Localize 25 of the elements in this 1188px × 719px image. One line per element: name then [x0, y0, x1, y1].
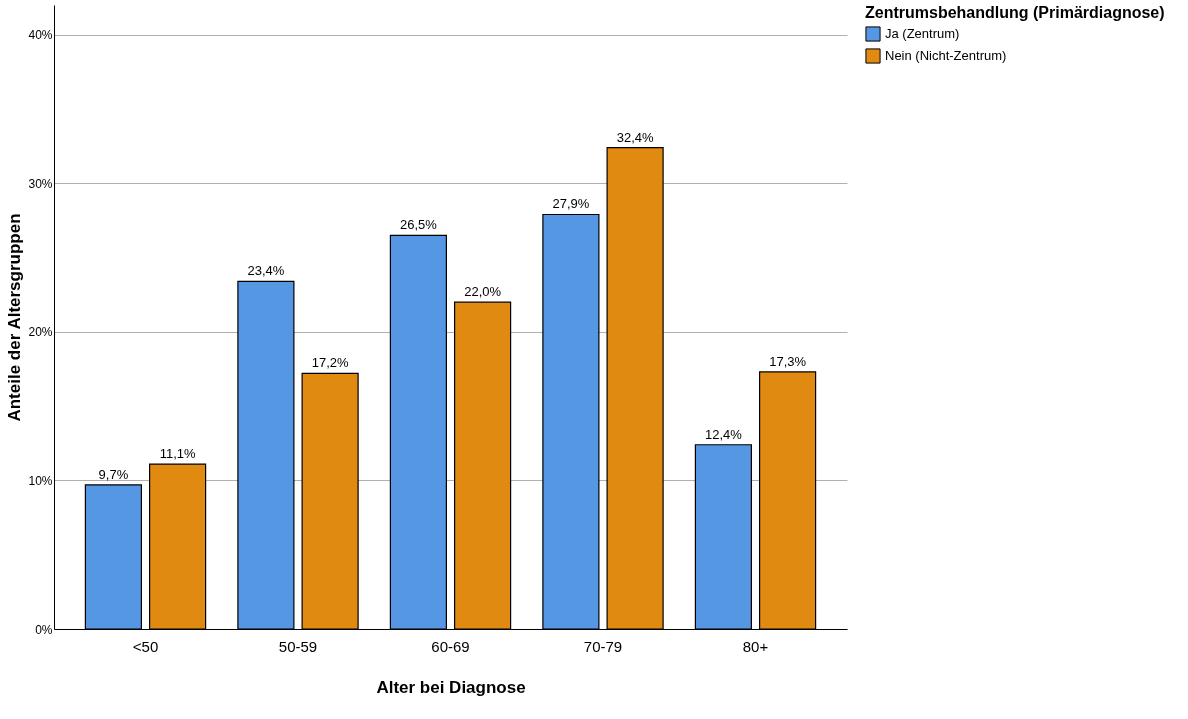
data-label: 27,9% [552, 196, 590, 212]
y-tick-label: 0% [35, 622, 53, 637]
y-tick-label: 40% [28, 28, 53, 43]
x-tick-label: 60-69 [431, 637, 470, 655]
x-tick-label: 80+ [742, 637, 769, 655]
data-label: 11,1% [159, 446, 196, 462]
data-label: 17,3% [769, 353, 807, 369]
y-tick-label: 30% [28, 176, 53, 191]
x-axis-title: Alter bei Diagnose [376, 677, 526, 697]
data-label: 12,4% [704, 426, 743, 442]
x-tick-label: 70-79 [583, 637, 623, 655]
x-tick-label: <50 [132, 637, 159, 655]
data-label: 32,4% [616, 129, 654, 145]
y-axis-title: Anteile der Altersgruppen [5, 213, 25, 422]
data-label: 22,0% [464, 284, 502, 300]
y-tick-label: 20% [28, 325, 53, 340]
x-tick-label: 50-59 [278, 637, 318, 655]
legend-label: Ja (Zentrum) [885, 26, 960, 41]
legend-title: Zentrumsbehandlung (Primärdiagnose) [865, 4, 1165, 21]
y-tick-label: 10% [28, 473, 53, 488]
data-label: 23,4% [247, 263, 285, 279]
data-label: 17,2% [311, 355, 349, 371]
data-label: 26,5% [399, 217, 438, 233]
legend-label: Nein (Nicht-Zentrum) [885, 48, 1007, 63]
data-label: 9,7% [98, 466, 129, 482]
